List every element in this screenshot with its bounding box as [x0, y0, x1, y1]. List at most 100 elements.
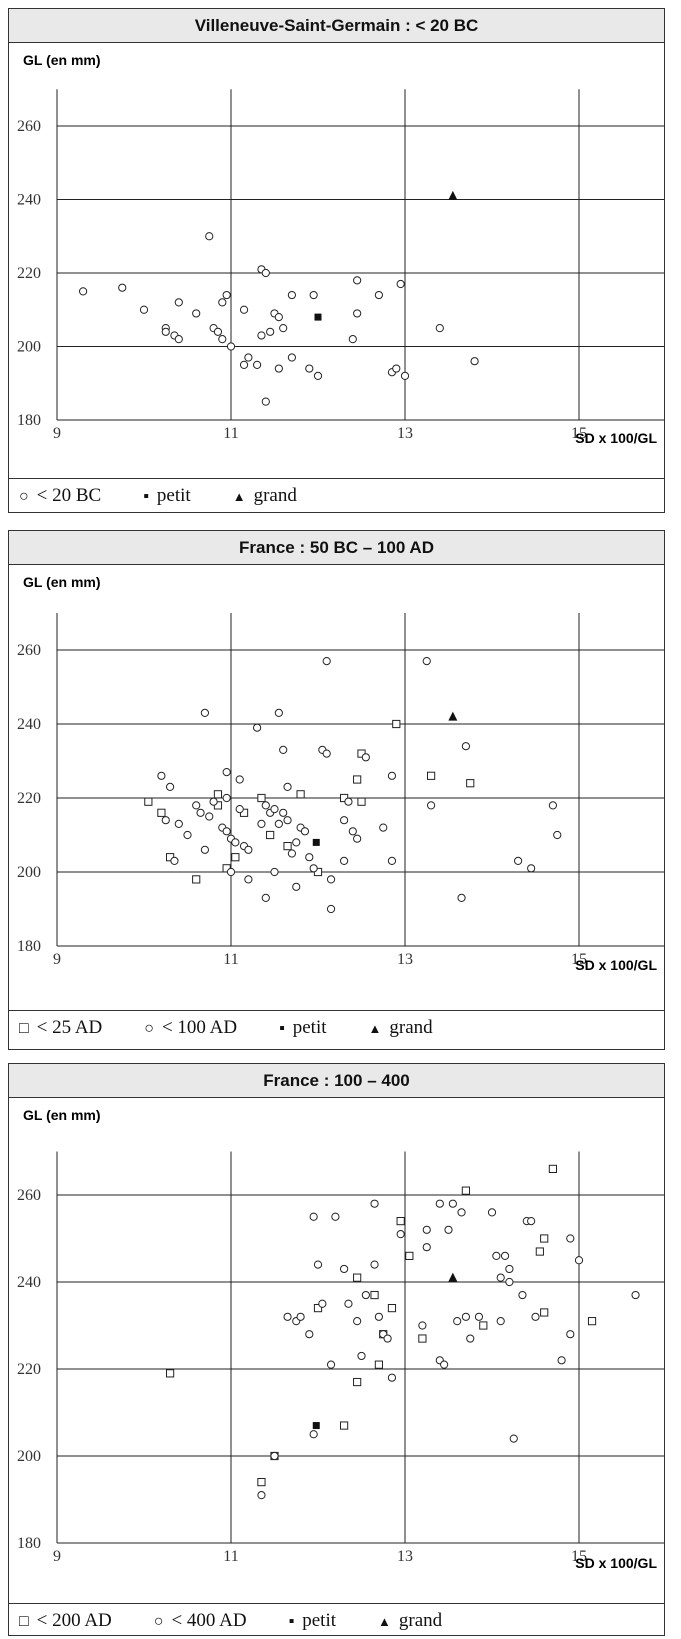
data-point: [353, 834, 362, 843]
y-tick-label: 180: [17, 938, 41, 955]
data-point: [257, 1478, 266, 1487]
data-point: [218, 298, 227, 307]
y-tick-label: 260: [17, 642, 41, 659]
data-point: [144, 797, 153, 806]
data-point: [266, 830, 275, 840]
data-point: [448, 1199, 457, 1208]
x-axis-label: SD x 100/GL: [575, 430, 657, 446]
data-point: [557, 1356, 566, 1365]
data-point: [296, 1312, 305, 1321]
data-point: [461, 1186, 470, 1195]
data-point: [518, 1290, 527, 1300]
data-point: [261, 893, 270, 902]
legend-item: ○ < 100 AD: [144, 1011, 237, 1046]
data-point: [296, 790, 305, 799]
data-point: [283, 816, 292, 825]
chart-panel-villeneuve: Villeneuve-Saint-Germain : < 20 BC GL (e…: [8, 8, 665, 513]
data-point: [313, 371, 323, 380]
data-point: [348, 827, 357, 836]
data-point: [457, 893, 466, 902]
legend-label: petit: [302, 1610, 337, 1631]
data-point: [453, 1317, 462, 1326]
triangle-filled-marker-icon: ▲: [232, 489, 246, 504]
data-point: [631, 1290, 640, 1300]
data-point: [222, 290, 231, 300]
square-filled-marker-icon: ▪: [288, 1613, 295, 1630]
data-point: [587, 1317, 597, 1326]
legend-item: ▪ petit: [289, 1604, 336, 1639]
data-point: [357, 1351, 366, 1361]
x-axis-label: SD x 100/GL: [575, 1555, 657, 1571]
data-point: [322, 657, 331, 666]
data-point: [348, 335, 357, 344]
data-point: [305, 364, 314, 373]
data-point: [174, 819, 183, 828]
data-point: [274, 819, 283, 828]
data-point: [553, 830, 562, 840]
x-tick-label: 15: [571, 951, 587, 968]
legend-item: ○ < 20 BC: [19, 479, 101, 514]
x-tick-label: 11: [223, 1548, 238, 1565]
chart-panel-france-50bc-100ad: France : 50 BC – 100 AD GL (en mm) 180 200…: [8, 530, 665, 1050]
data-point: [540, 1234, 549, 1243]
data-point: [139, 305, 149, 314]
data-point: [383, 1334, 392, 1343]
y-tick-label: 220: [17, 790, 41, 807]
data-point: [309, 1212, 318, 1221]
data-point: [209, 797, 218, 806]
data-point: [505, 1277, 514, 1287]
data-point: [235, 805, 244, 814]
triangle-filled-marker-icon: ▲: [368, 1021, 382, 1036]
data-point: [244, 353, 253, 362]
legend-label: grand: [253, 485, 297, 506]
data-point: [183, 830, 192, 840]
data-point: [222, 827, 231, 836]
data-point: [461, 1312, 470, 1321]
data-point: [374, 1360, 383, 1369]
square-filled-marker-icon: ▪: [143, 488, 149, 505]
data-point: [527, 864, 536, 873]
data-point: [509, 1434, 518, 1443]
y-tick-label: 220: [17, 1361, 41, 1378]
data-point: [283, 842, 292, 851]
data-point: [287, 290, 296, 300]
y-tick-label: 200: [17, 339, 41, 356]
data-point: [274, 708, 283, 717]
data-point: [496, 1273, 505, 1282]
legend-label: grand: [389, 1017, 433, 1038]
data-point: [192, 309, 201, 318]
data-point: [309, 1430, 318, 1439]
data-point: [396, 1230, 405, 1239]
data-point: [322, 749, 331, 758]
x-tick-label: 13: [397, 425, 413, 442]
legend-item: ▪ petit: [279, 1011, 326, 1046]
square-filled-marker-icon: ▪: [279, 1020, 285, 1037]
data-point: [314, 313, 322, 321]
data-point: [418, 1321, 427, 1330]
data-point: [283, 782, 292, 791]
data-point: [218, 335, 227, 344]
data-point: [239, 305, 249, 314]
data-point: [500, 1251, 510, 1260]
data-point: [387, 1373, 397, 1382]
data-point: [270, 867, 279, 877]
data-point: [505, 1264, 514, 1274]
x-tick-label: 11: [223, 425, 238, 442]
data-point: [448, 190, 458, 200]
data-point: [326, 1360, 336, 1369]
data-point: [300, 827, 310, 836]
data-point: [466, 1334, 475, 1343]
data-point: [166, 1369, 175, 1378]
data-point: [353, 1273, 362, 1282]
chart-title: Villeneuve-Saint-Germain : < 20 BC: [9, 9, 664, 43]
data-point: [257, 793, 266, 803]
circle-marker-icon: ○: [153, 1613, 164, 1630]
data-point: [253, 360, 262, 369]
data-point: [427, 771, 436, 780]
data-point: [396, 279, 405, 289]
data-point: [279, 324, 288, 333]
circle-marker-icon: ○: [19, 488, 29, 505]
legend-item: ▲ grand: [378, 1604, 442, 1639]
chart-title: France : 100 – 400: [9, 1064, 664, 1098]
legend-label: < 25 AD: [36, 1017, 103, 1038]
